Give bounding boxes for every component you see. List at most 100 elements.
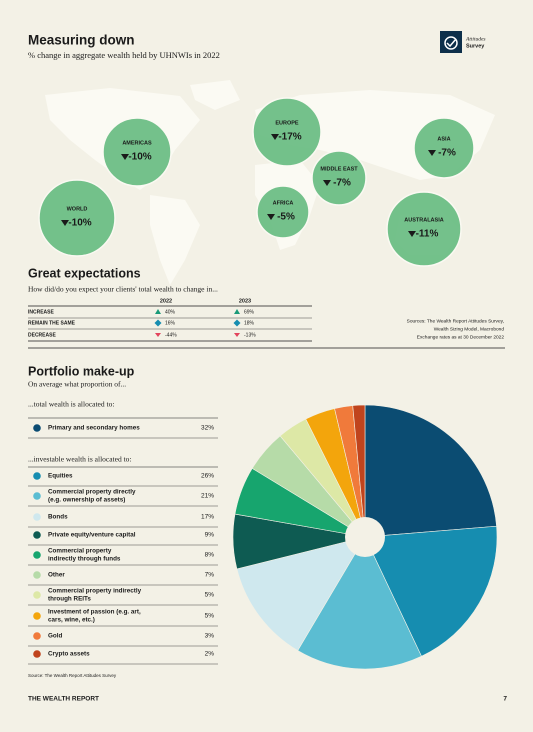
item-value: 2%	[205, 651, 215, 658]
pie-slice	[297, 536, 422, 670]
item-name: Commercial property indirectly	[48, 588, 142, 595]
legend-dot	[33, 513, 41, 521]
region-change: -17%	[278, 132, 301, 143]
item-value: 21%	[201, 493, 214, 500]
region-name: MIDDLE EAST	[320, 166, 358, 172]
row-value: 40%	[165, 309, 176, 315]
legend-dot	[33, 551, 41, 559]
region-bubble	[252, 97, 322, 167]
region-name: ASIA	[437, 136, 450, 142]
item-value: 32%	[201, 425, 214, 432]
trend-icon	[234, 333, 240, 337]
section-title: Portfolio make-up	[28, 364, 135, 378]
item-name: Private equity/venture capital	[48, 532, 136, 539]
item-name: Bonds	[48, 514, 68, 521]
footer-publication: THE WEALTH REPORT	[28, 696, 99, 703]
logo-check	[446, 38, 457, 48]
logo-text: Survey	[466, 43, 485, 49]
item-name: Other	[48, 572, 65, 579]
item-name: cars, wine, etc.)	[48, 617, 95, 624]
item-name: Equities	[48, 473, 73, 480]
sources-note: Exchange rates as at 30 December 2022	[417, 334, 505, 340]
list-heading: ...total wealth is allocated to:	[28, 400, 114, 409]
item-name: (e.g. ownership of assets)	[48, 497, 125, 504]
region-change: -10%	[68, 218, 91, 229]
item-name: Primary and secondary homes	[48, 425, 140, 432]
pie-slice	[364, 404, 497, 538]
region-bubble	[256, 185, 310, 239]
row-value: -44%	[165, 332, 177, 338]
region-name: AMERICAS	[122, 140, 152, 146]
region-bubble	[38, 179, 116, 257]
down-arrow	[271, 134, 279, 140]
legend-dot	[33, 492, 41, 500]
section-title: Great expectations	[28, 266, 141, 280]
row-value: 69%	[244, 309, 255, 315]
region-bubble	[413, 117, 475, 179]
region-change: -7%	[333, 178, 351, 189]
row-value: 18%	[244, 320, 255, 326]
item-name: Investment of passion (e.g. art,	[48, 609, 141, 616]
item-name: Gold	[48, 633, 62, 640]
legend-dot	[33, 472, 41, 480]
section-subtitle: % change in aggregate wealth held by UHN…	[28, 50, 220, 60]
trend-icon	[233, 319, 241, 327]
down-arrow	[61, 220, 69, 226]
region-bubble	[311, 150, 367, 206]
trend-icon	[154, 319, 162, 327]
trend-icon	[155, 309, 161, 314]
region-change: -10%	[128, 152, 151, 163]
down-arrow	[428, 150, 436, 156]
pie-slice	[236, 536, 366, 651]
source-note: Source: The Wealth Report Attitudes Surv…	[28, 673, 117, 678]
item-name: Crypto assets	[48, 651, 90, 658]
region-change: -7%	[438, 148, 456, 159]
row-label: DECREASE	[28, 332, 56, 338]
legend-dot	[33, 650, 41, 658]
trend-icon	[234, 309, 240, 314]
pie-hole	[345, 517, 385, 557]
legend-dot	[33, 571, 41, 579]
item-name: Commercial property directly	[48, 489, 136, 496]
row-value: -13%	[244, 332, 256, 338]
logo-check	[444, 36, 458, 50]
legend-dot	[33, 591, 41, 599]
pie-slice	[364, 525, 498, 657]
region-bubble	[102, 117, 172, 187]
section-subtitle: On average what proportion of...	[28, 380, 126, 389]
legend-dot	[33, 531, 41, 539]
down-arrow	[408, 231, 416, 237]
region-name: AFRICA	[273, 200, 294, 206]
region-name: AUSTRALASIA	[404, 217, 443, 223]
column-header: 2023	[239, 298, 251, 304]
section-subtitle: How did/do you expect your clients' tota…	[28, 285, 218, 294]
row-value: 16%	[165, 320, 176, 326]
down-arrow	[121, 154, 129, 160]
item-value: 5%	[205, 613, 215, 620]
sources-note: Sources: The Wealth Report Attitudes Sur…	[407, 318, 504, 324]
item-value: 5%	[205, 592, 215, 599]
item-value: 17%	[201, 514, 214, 521]
region-change: -11%	[416, 229, 439, 240]
logo-mark	[440, 31, 462, 53]
item-value: 26%	[201, 473, 214, 480]
region-bubble	[386, 191, 462, 267]
item-value: 8%	[205, 552, 215, 559]
region-change: -5%	[277, 212, 295, 223]
down-arrow	[267, 214, 275, 220]
row-label: INCREASE	[28, 309, 55, 315]
sources-note: Wealth Sizing Model, Macrobond	[434, 326, 505, 332]
legend-dot	[33, 424, 41, 432]
region-name: EUROPE	[275, 120, 299, 126]
down-arrow	[323, 180, 331, 186]
column-header: 2022	[160, 298, 172, 304]
logo-text: Attitudes	[465, 36, 486, 42]
legend-dot	[33, 612, 41, 620]
section-title: Measuring down	[28, 33, 135, 48]
page-number: 7	[503, 696, 507, 703]
list-heading: ...investable wealth is allocated to:	[28, 455, 132, 464]
trend-icon	[155, 333, 161, 337]
item-value: 9%	[205, 532, 215, 539]
item-name: Commercial property	[48, 548, 112, 555]
